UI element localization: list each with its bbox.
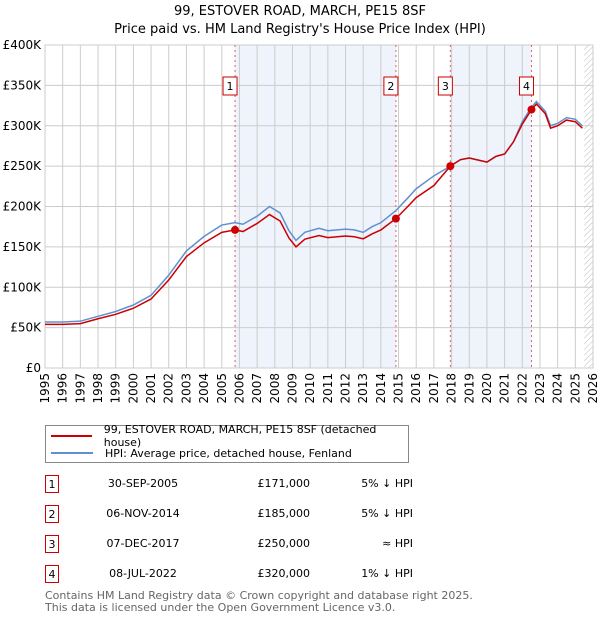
y-tick-label: £150K bbox=[3, 240, 43, 254]
x-tick-label: 2015 bbox=[392, 373, 406, 404]
sale-hpi-diff: 5% ↓ HPI bbox=[361, 477, 413, 490]
footer-copyright: Contains HM Land Registry data © Crown c… bbox=[45, 589, 473, 602]
x-tick-label: 2004 bbox=[197, 373, 211, 404]
x-tick-label: 2021 bbox=[498, 373, 512, 404]
sale-marker-box bbox=[518, 76, 534, 96]
hpi-line bbox=[45, 100, 583, 323]
sale-row: 4 08-JUL-2022 £320,000 1% ↓ HPI bbox=[45, 565, 413, 583]
sale-marker-box bbox=[222, 76, 238, 96]
x-tick-label: 2001 bbox=[144, 373, 158, 404]
sale-point bbox=[231, 225, 240, 234]
sale-marker-label: 2 bbox=[387, 80, 394, 93]
x-tick-label: 2000 bbox=[126, 373, 140, 404]
sale-date: 07-DEC-2017 bbox=[106, 537, 180, 550]
x-tick-label: 2010 bbox=[303, 373, 317, 404]
y-tick-label: £200K bbox=[3, 200, 43, 214]
sale-marker-box bbox=[383, 76, 399, 96]
y-tick-label: £400K bbox=[3, 38, 43, 52]
sale-row: 3 07-DEC-2017 £250,000 ≈ HPI bbox=[45, 535, 413, 553]
price-chart: 1995 1996 1997 1998 1999 2000 2001 2002 2003 2004… bbox=[3, 38, 600, 404]
y-tick-label: £50K bbox=[10, 321, 42, 335]
sale-date: 08-JUL-2022 bbox=[109, 567, 177, 580]
sale-point bbox=[391, 214, 400, 223]
sale-number: 2 bbox=[45, 505, 59, 523]
x-tick-label: 2020 bbox=[480, 373, 494, 404]
footer-licence: This data is licensed under the Open Gov… bbox=[45, 601, 396, 614]
y-tick-label: £300K bbox=[3, 119, 43, 133]
plot-border bbox=[44, 44, 594, 369]
x-tick-label: 2019 bbox=[462, 373, 476, 404]
x-tick-label: 1998 bbox=[91, 373, 105, 404]
sale-point bbox=[527, 105, 536, 114]
sale-number: 3 bbox=[45, 535, 59, 553]
sale-price: £185,000 bbox=[257, 507, 311, 520]
sale-number: 4 bbox=[45, 565, 59, 583]
sale-marker-label: 1 bbox=[227, 80, 234, 93]
legend-red-label: 99, ESTOVER ROAD, MARCH, PE15 8SF (detac… bbox=[103, 423, 377, 449]
x-tick-label: 1995 bbox=[38, 373, 52, 404]
sale-price: £320,000 bbox=[257, 567, 311, 580]
sale-marker-box bbox=[437, 76, 453, 96]
x-tick-label: 2026 bbox=[586, 373, 600, 404]
legend-blue-label: HPI: Average price, detached house, Fenl… bbox=[105, 446, 352, 460]
x-tick-label: 2016 bbox=[409, 373, 423, 404]
x-tick-label: 2022 bbox=[515, 373, 529, 404]
legend-red-line bbox=[51, 435, 92, 437]
sale-row: 1 30-SEP-2005 £171,000 5% ↓ HPI bbox=[45, 475, 413, 493]
sale-hpi-diff: ≈ HPI bbox=[382, 537, 413, 550]
x-tick-label: 2009 bbox=[285, 373, 299, 404]
x-tick-label: 2011 bbox=[321, 373, 335, 404]
sale-hpi-diff: 1% ↓ HPI bbox=[361, 567, 413, 580]
sale-row: 2 06-NOV-2014 £185,000 5% ↓ HPI bbox=[45, 505, 413, 523]
x-tick-label: 2013 bbox=[356, 373, 370, 404]
x-tick-label: 1999 bbox=[109, 373, 123, 404]
chart-title: 99, ESTOVER ROAD, MARCH, PE15 8SF bbox=[173, 4, 427, 19]
y-tick-label: £100K bbox=[3, 280, 43, 294]
sale-date: 30-SEP-2005 bbox=[107, 477, 179, 490]
x-tick-label: 2007 bbox=[250, 373, 264, 404]
property-price-line bbox=[45, 102, 583, 326]
x-tick-label: 2017 bbox=[427, 373, 441, 404]
legend-blue-line bbox=[51, 452, 93, 454]
sale-price: £171,000 bbox=[257, 477, 311, 490]
sale-point bbox=[446, 162, 455, 171]
chart-subtitle: Price paid vs. HM Land Registry's House … bbox=[114, 22, 486, 37]
y-tick-label: £250K bbox=[3, 159, 43, 173]
sale-price: £250,000 bbox=[257, 537, 311, 550]
legend: 99, ESTOVER ROAD, MARCH, PE15 8SF (detac… bbox=[45, 423, 409, 463]
x-tick-label: 2005 bbox=[215, 373, 229, 404]
x-tick-label: 2014 bbox=[374, 373, 388, 404]
sale-date: 06-NOV-2014 bbox=[106, 507, 180, 520]
y-tick-label: £350K bbox=[3, 78, 43, 92]
x-tick-label: 2006 bbox=[232, 373, 246, 404]
x-tick-label: 2023 bbox=[533, 373, 547, 404]
x-tick-label: 2018 bbox=[445, 373, 459, 404]
x-tick-label: 2012 bbox=[339, 373, 353, 404]
sale-marker-label: 3 bbox=[442, 80, 449, 93]
sale-marker-label: 4 bbox=[523, 80, 530, 93]
x-tick-label: 2003 bbox=[179, 373, 193, 404]
sale-hpi-diff: 5% ↓ HPI bbox=[361, 507, 413, 520]
x-tick-label: 2008 bbox=[268, 373, 282, 404]
sale-number: 1 bbox=[45, 475, 59, 493]
x-tick-label: 2025 bbox=[568, 373, 582, 404]
x-tick-label: 2024 bbox=[551, 373, 565, 404]
x-tick-label: 1996 bbox=[56, 373, 70, 404]
y-tick-label: £0 bbox=[26, 361, 41, 375]
x-tick-label: 1997 bbox=[73, 373, 87, 404]
x-tick-label: 2002 bbox=[162, 373, 176, 404]
